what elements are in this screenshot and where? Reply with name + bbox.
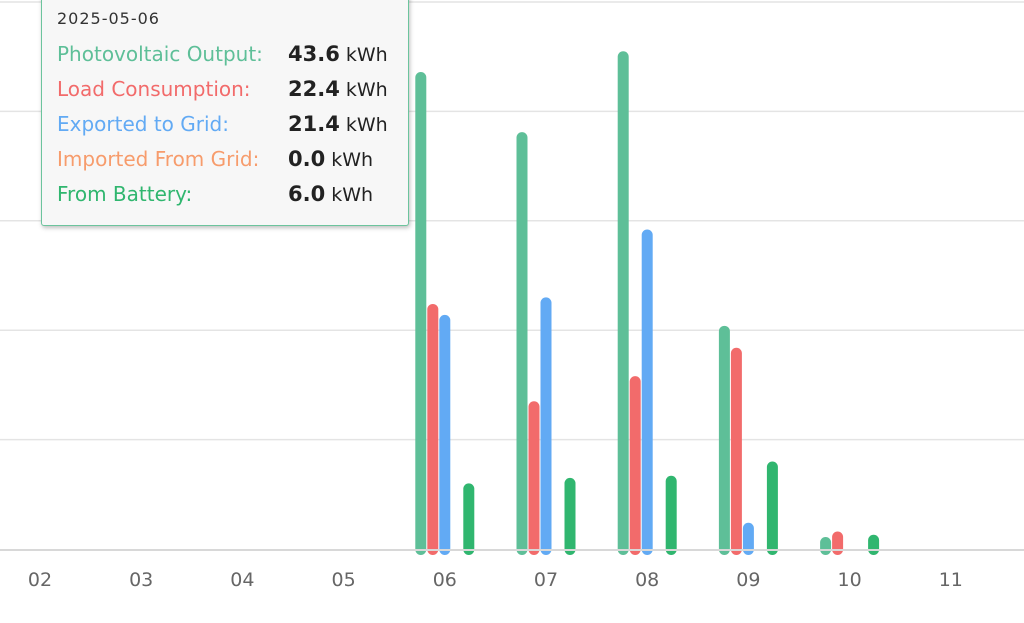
- tooltip-unit: kWh: [345, 44, 388, 66]
- x-axis: 02 03 04 05 06 07 08 09 10 11: [0, 549, 1024, 591]
- tooltip-label: Exported to Grid:: [57, 112, 229, 136]
- x-tick-label: 07: [534, 569, 558, 591]
- tooltip-value: 43.6: [288, 42, 340, 66]
- tooltip-value: 0.0: [288, 147, 326, 171]
- bar-from-battery-07[interactable]: [564, 477, 576, 555]
- tooltip-label: Load Consumption:: [57, 77, 251, 101]
- tooltip: 2025-05-06 Photovoltaic Output: 43.6 kWh …: [41, 0, 409, 226]
- bar-photovoltaic-output-08[interactable]: [617, 51, 629, 555]
- bar-load-consumption-10[interactable]: [832, 531, 844, 555]
- tooltip-row-imported-from-grid: Imported From Grid: 0.0 kWh: [57, 142, 408, 177]
- bar-exported-to-grid-06[interactable]: [439, 314, 451, 555]
- tooltip-unit: kWh: [345, 79, 388, 101]
- bar-load-consumption-06[interactable]: [427, 303, 439, 555]
- tooltip-value: 21.4: [288, 112, 340, 136]
- tooltip-label: Photovoltaic Output:: [57, 42, 263, 66]
- x-tick-label: 10: [838, 569, 862, 591]
- bar-photovoltaic-output-10[interactable]: [820, 537, 832, 555]
- tooltip-label: From Battery:: [57, 182, 193, 206]
- tooltip-row-exported-to-grid: Exported to Grid: 21.4 kWh: [57, 107, 408, 142]
- x-tick-label: 09: [736, 569, 760, 591]
- tooltip-value: 6.0: [288, 182, 326, 206]
- x-tick-label: 02: [28, 569, 52, 591]
- bar-from-battery-08[interactable]: [665, 475, 677, 555]
- tooltip-row-pv-output: Photovoltaic Output: 43.6 kWh: [57, 37, 408, 72]
- tooltip-label: Imported From Grid:: [57, 147, 260, 171]
- bar-photovoltaic-output-06[interactable]: [415, 72, 427, 556]
- bar-load-consumption-07[interactable]: [528, 401, 540, 555]
- x-tick-label: 05: [332, 569, 356, 591]
- tooltip-row-from-battery: From Battery: 6.0 kWh: [57, 177, 408, 212]
- tooltip-date: 2025-05-06: [57, 9, 160, 28]
- bar-load-consumption-09[interactable]: [730, 347, 742, 555]
- bar-photovoltaic-output-09[interactable]: [718, 325, 730, 555]
- bar-from-battery-10[interactable]: [868, 534, 880, 555]
- x-tick-label: 04: [230, 569, 254, 591]
- x-tick-label: 08: [635, 569, 659, 591]
- tooltip-row-load-consumption: Load Consumption: 22.4 kWh: [57, 72, 408, 107]
- bar-exported-to-grid-09[interactable]: [742, 522, 754, 555]
- x-tick-label: 03: [129, 569, 153, 591]
- bar-from-battery-09[interactable]: [766, 461, 778, 555]
- bar-exported-to-grid-07[interactable]: [540, 297, 552, 555]
- x-tick-label: 11: [939, 569, 963, 591]
- tooltip-unit: kWh: [331, 184, 374, 206]
- bar-from-battery-06[interactable]: [463, 483, 475, 555]
- bar-exported-to-grid-08[interactable]: [641, 229, 653, 555]
- bars: [415, 51, 880, 556]
- tooltip-unit: kWh: [331, 149, 374, 171]
- tooltip-unit: kWh: [345, 114, 388, 136]
- tooltip-value: 22.4: [288, 77, 340, 101]
- bar-photovoltaic-output-07[interactable]: [516, 132, 528, 555]
- bar-load-consumption-08[interactable]: [629, 376, 641, 555]
- x-tick-label: 06: [433, 569, 457, 591]
